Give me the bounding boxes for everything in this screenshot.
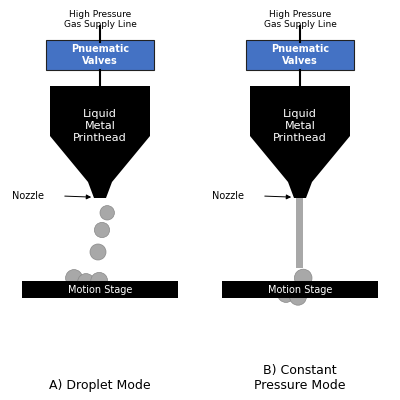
Polygon shape <box>50 86 150 136</box>
Text: Motion Stage: Motion Stage <box>68 285 132 294</box>
Circle shape <box>91 272 108 289</box>
Text: Pnuematic
Valves: Pnuematic Valves <box>271 44 329 66</box>
Circle shape <box>94 222 110 238</box>
Circle shape <box>100 206 114 220</box>
Text: High Pressure
Gas Supply Line: High Pressure Gas Supply Line <box>64 10 136 29</box>
Circle shape <box>66 270 82 286</box>
Text: Liquid
Metal
Printhead: Liquid Metal Printhead <box>273 109 327 143</box>
Circle shape <box>278 286 294 302</box>
Text: Nozzle: Nozzle <box>212 191 244 201</box>
Text: Liquid
Metal
Printhead: Liquid Metal Printhead <box>73 109 127 143</box>
Text: High Pressure
Gas Supply Line: High Pressure Gas Supply Line <box>264 10 336 29</box>
Polygon shape <box>88 182 112 198</box>
Bar <box>222 281 378 298</box>
Polygon shape <box>250 136 350 182</box>
Text: Nozzle: Nozzle <box>12 191 44 201</box>
Text: Motion Stage: Motion Stage <box>268 285 332 294</box>
Circle shape <box>90 244 106 260</box>
Bar <box>22 281 178 298</box>
Bar <box>246 40 354 70</box>
Text: Pnuematic
Valves: Pnuematic Valves <box>71 44 129 66</box>
Circle shape <box>290 288 306 305</box>
Polygon shape <box>250 86 350 136</box>
Circle shape <box>78 274 94 290</box>
Circle shape <box>294 269 312 287</box>
Polygon shape <box>50 136 150 182</box>
Text: B) Constant
Pressure Mode: B) Constant Pressure Mode <box>254 364 346 392</box>
Bar <box>296 198 303 268</box>
Polygon shape <box>288 182 312 198</box>
Bar <box>46 40 154 70</box>
Text: A) Droplet Mode: A) Droplet Mode <box>49 379 151 392</box>
